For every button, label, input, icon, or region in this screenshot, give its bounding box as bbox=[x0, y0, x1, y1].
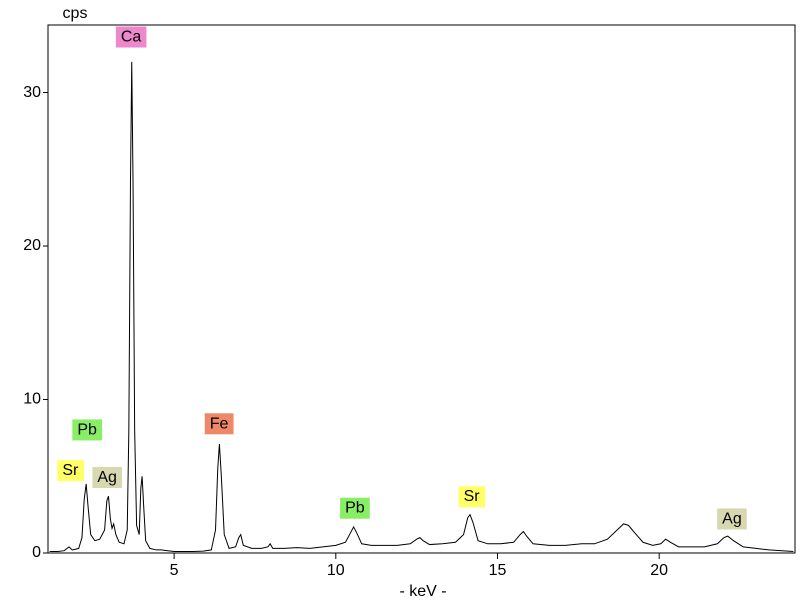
x-axis-label: - keV - bbox=[399, 583, 446, 600]
element-label-box bbox=[340, 497, 370, 519]
element-label: Sr bbox=[62, 462, 79, 479]
element-label: Ag bbox=[722, 510, 742, 527]
element-label-box bbox=[458, 486, 486, 508]
x-tick-label: 10 bbox=[327, 562, 345, 579]
plot-frame bbox=[47, 24, 796, 554]
element-label: Pb bbox=[77, 421, 97, 438]
element-label: Ca bbox=[121, 28, 142, 45]
element-label-box bbox=[204, 413, 234, 435]
spectrum-line bbox=[49, 61, 794, 552]
element-label: Ag bbox=[97, 469, 117, 486]
element-label-box bbox=[115, 26, 147, 48]
element-label-box bbox=[717, 508, 747, 530]
y-tick-label: 20 bbox=[23, 237, 41, 254]
y-tick-label: 0 bbox=[32, 544, 41, 561]
x-tick-label: 15 bbox=[489, 562, 507, 579]
element-label: Fe bbox=[210, 415, 229, 432]
element-label: Pb bbox=[345, 500, 365, 517]
y-axis-label: cps bbox=[63, 5, 88, 22]
element-label-box bbox=[92, 467, 122, 489]
y-tick-label: 10 bbox=[23, 391, 41, 408]
y-tick-label: 30 bbox=[23, 84, 41, 101]
element-label-box bbox=[57, 460, 84, 482]
x-tick-label: 5 bbox=[170, 562, 179, 579]
element-label-box bbox=[72, 419, 103, 441]
element-label: Sr bbox=[464, 488, 481, 505]
x-tick-label: 20 bbox=[650, 562, 668, 579]
